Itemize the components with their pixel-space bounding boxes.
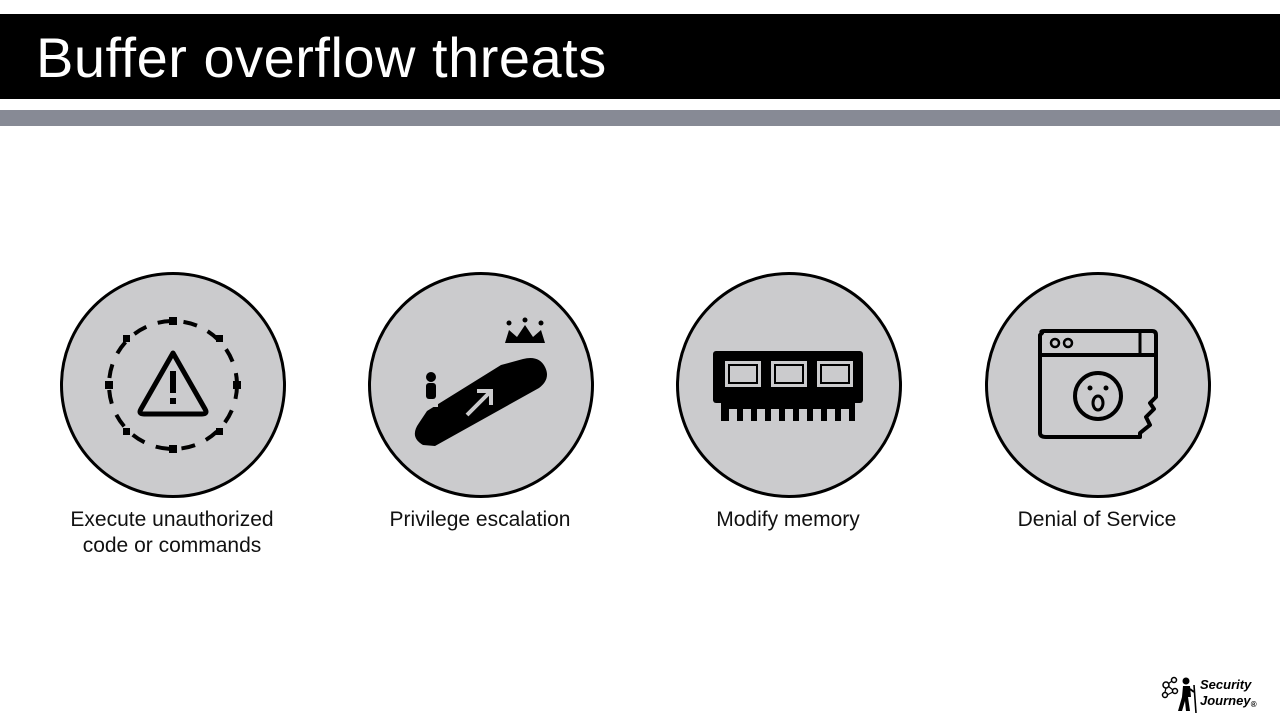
threat-label: Modify memory [716,508,860,531]
threat-circle [368,272,594,498]
threat-label: Execute unauthorized code or commands [70,508,274,557]
threat-circle [985,272,1211,498]
title-bar: Buffer overflow threats [0,14,1280,99]
threat-label: Denial of Service [1017,508,1177,531]
broken-browser-icon [1038,329,1158,439]
accent-divider [0,110,1280,126]
threat-circle [60,272,286,498]
slide-title: Buffer overflow threats [36,26,607,89]
security-journey-logo: Security Journey® [1160,673,1270,715]
hiker-network-icon [1161,676,1197,713]
memory-chip-icon [713,351,863,421]
escalator-crown-icon [414,317,547,446]
threat-label: Privilege escalation [389,508,571,531]
warning-icon [105,317,241,453]
threat-circle [676,272,902,498]
logo-wordmark: Security Journey® [1200,677,1257,709]
